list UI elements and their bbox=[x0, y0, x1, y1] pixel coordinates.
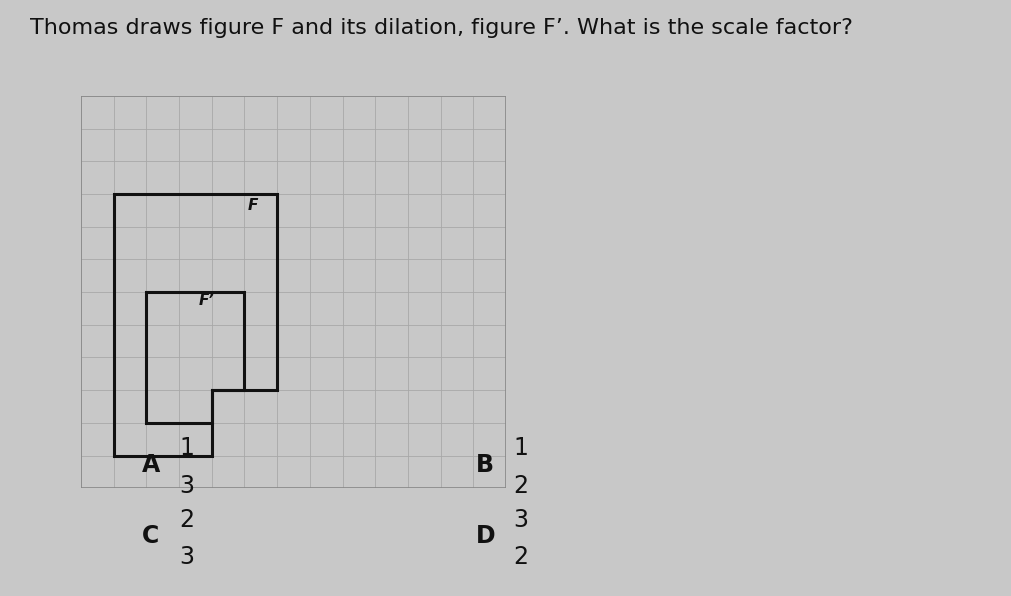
Text: D: D bbox=[475, 524, 494, 548]
Text: A: A bbox=[142, 453, 160, 477]
Text: Thomas draws figure F and its dilation, figure F’. What is the scale factor?: Thomas draws figure F and its dilation, … bbox=[30, 18, 852, 38]
Text: 2: 2 bbox=[180, 508, 194, 532]
Text: F’: F’ bbox=[198, 293, 214, 308]
Text: 2: 2 bbox=[514, 474, 528, 498]
Text: 1: 1 bbox=[514, 436, 528, 460]
Text: C: C bbox=[142, 524, 159, 548]
Text: 3: 3 bbox=[514, 508, 528, 532]
Text: 3: 3 bbox=[180, 474, 194, 498]
Text: B: B bbox=[475, 453, 493, 477]
Text: F: F bbox=[248, 198, 258, 213]
Text: 3: 3 bbox=[180, 545, 194, 569]
Text: 2: 2 bbox=[514, 545, 528, 569]
Text: 1: 1 bbox=[180, 436, 194, 460]
